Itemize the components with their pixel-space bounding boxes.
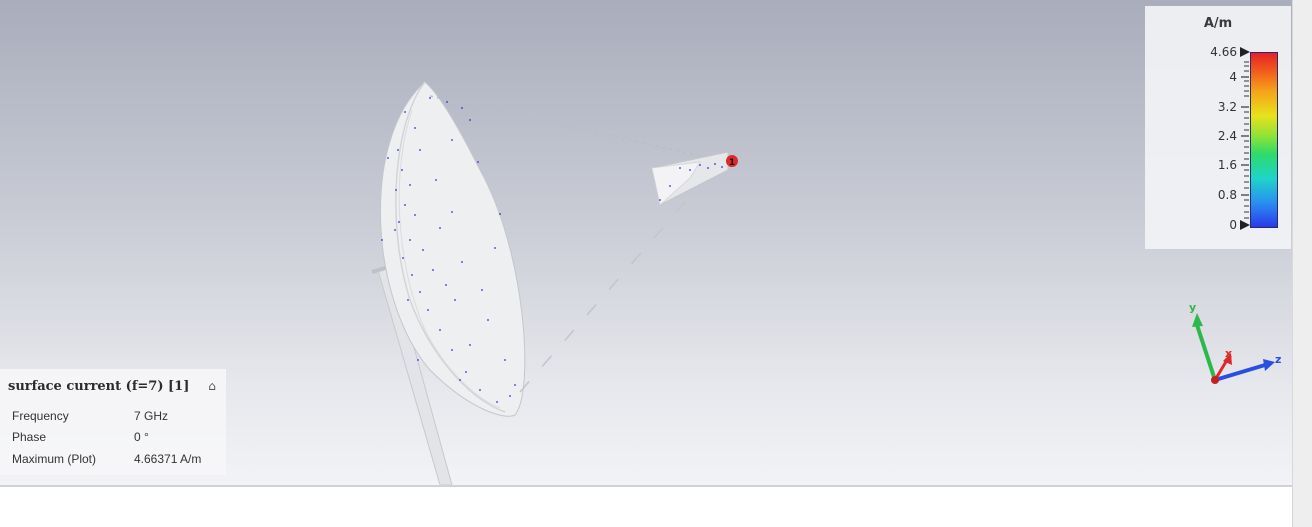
y-axis-arrow xyxy=(1195,324,1217,381)
info-row-phase: Phase 0 ° xyxy=(12,430,149,444)
info-value: 7 GHz xyxy=(134,409,169,423)
vertical-scrollbar[interactable] xyxy=(1292,0,1312,527)
info-key: Frequency xyxy=(12,409,69,423)
tick-label: 0 xyxy=(1229,218,1237,232)
parabolic-dish xyxy=(379,81,526,417)
info-key: Maximum (Plot) xyxy=(12,452,97,466)
result-title: surface current (f=7) [1] xyxy=(8,379,190,394)
result-info-panel: surface current (f=7) [1] ⌂ Frequency 7 G… xyxy=(0,369,226,475)
antenna-scene[interactable]: 1 xyxy=(0,0,1292,485)
info-value: 4.66371 A/m xyxy=(134,452,202,466)
y-arrowhead-icon xyxy=(1192,313,1203,327)
z-axis-arrow xyxy=(1214,363,1266,382)
z-arrowhead-icon xyxy=(1263,359,1275,371)
tick-label: 2.4 xyxy=(1218,129,1237,143)
port-label: 1 xyxy=(729,158,735,168)
tick-label: 1.6 xyxy=(1218,158,1237,172)
3d-viewport[interactable]: 1 y z x surface current (f=7) [1] ⌂ Freq… xyxy=(0,0,1292,485)
surface-current-points xyxy=(381,97,723,403)
color-scale-bar xyxy=(1250,52,1278,228)
info-key: Phase xyxy=(12,430,47,444)
major-ticks xyxy=(1241,76,1249,196)
tick-label: 4 xyxy=(1229,70,1237,84)
color-scale-ticks: 4.66 4 3.2 2.4 1.6 0.8 0 xyxy=(1210,45,1250,232)
axes-triad[interactable]: y z x xyxy=(1175,295,1285,395)
tick-label: 0.8 xyxy=(1218,188,1237,202)
x-arrowhead-icon xyxy=(1223,353,1232,365)
y-axis-label: y xyxy=(1189,301,1196,314)
collapse-icon[interactable]: ⌂ xyxy=(208,379,216,393)
feed-horn xyxy=(651,151,729,206)
port-marker[interactable]: 1 xyxy=(726,155,738,168)
min-marker-icon xyxy=(1240,220,1250,230)
x-axis-label: x xyxy=(1225,347,1232,360)
info-row-maximum: Maximum (Plot) 4.66371 A/m xyxy=(12,452,201,466)
tick-label: 3.2 xyxy=(1218,100,1237,114)
max-marker-icon xyxy=(1240,47,1250,57)
info-value: 0 ° xyxy=(134,430,149,444)
feed-struts xyxy=(429,95,729,393)
minor-ticks xyxy=(1244,61,1249,219)
viewport-bottom-border xyxy=(0,485,1292,487)
axes-origin xyxy=(1211,376,1219,384)
legend-unit: A/m xyxy=(1203,16,1233,31)
z-axis-label: z xyxy=(1275,353,1281,366)
info-row-frequency: Frequency 7 GHz xyxy=(12,409,168,423)
tick-label: 4.66 xyxy=(1210,45,1237,59)
